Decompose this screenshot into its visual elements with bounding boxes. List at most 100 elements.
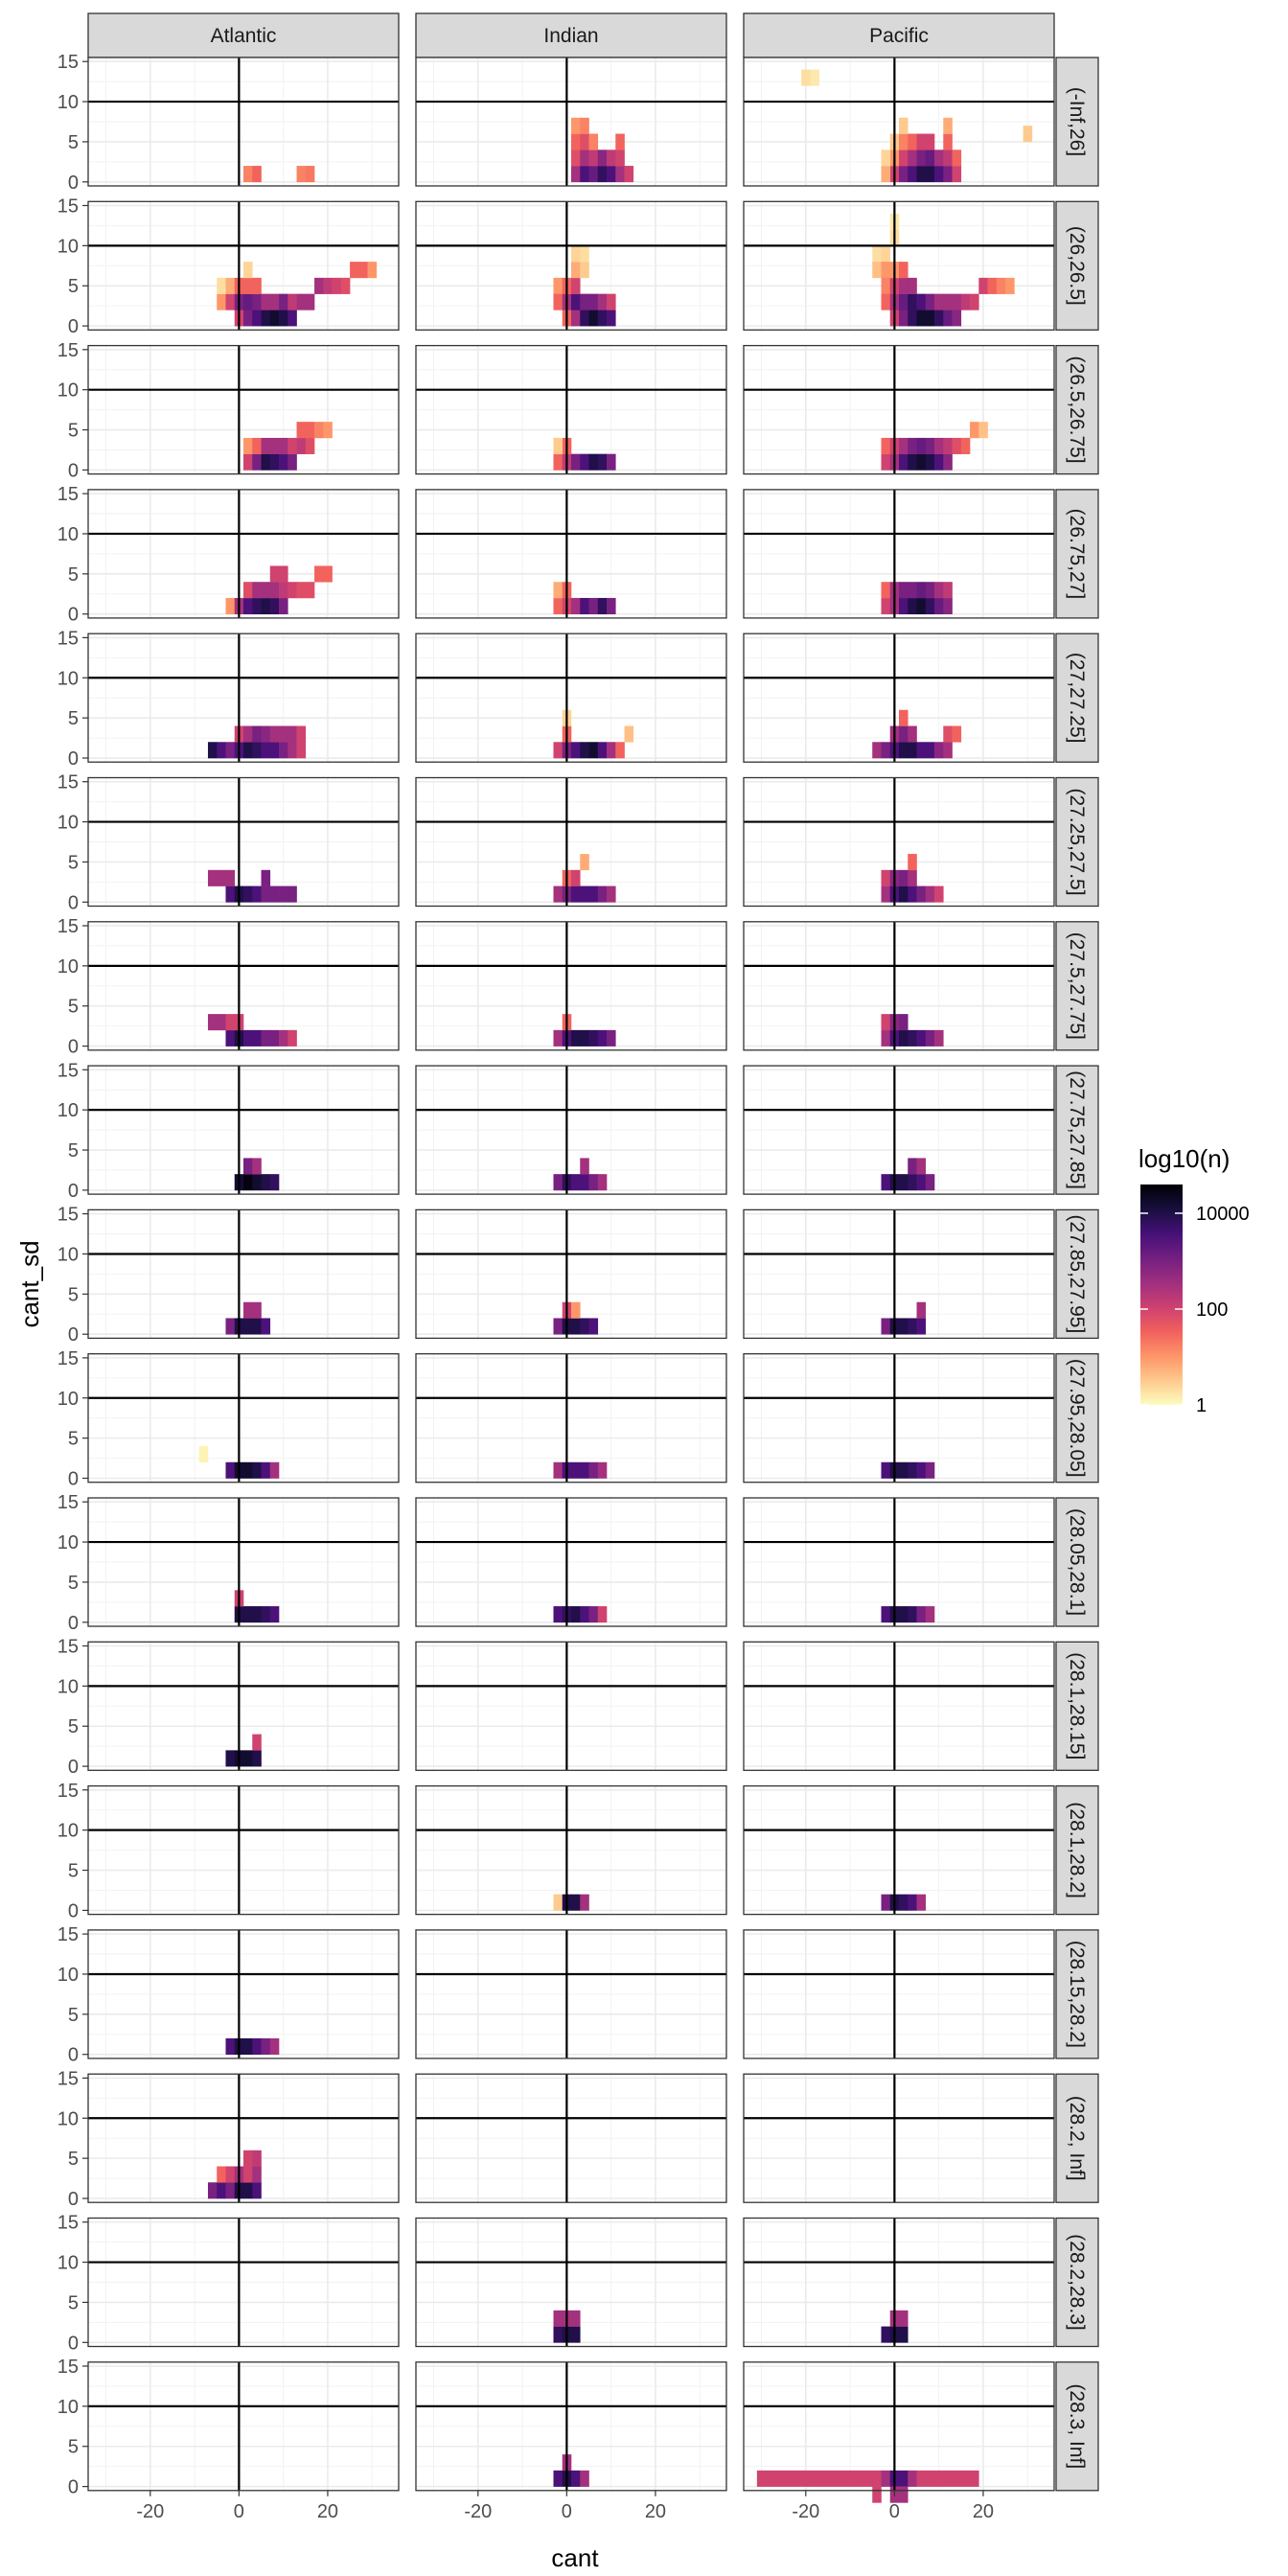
heatmap-cell <box>225 869 236 886</box>
heatmap-cell <box>588 453 599 471</box>
row-strip <box>1055 1353 1099 1484</box>
heatmap-cell <box>827 2470 838 2487</box>
column-strip <box>415 12 727 58</box>
y-tick-label: 15 <box>58 2213 79 2234</box>
panel-border <box>743 1929 1055 2059</box>
y-tick-label: 15 <box>58 1924 79 1945</box>
facet-panel <box>415 632 727 763</box>
facet-panel <box>415 2073 727 2203</box>
panel-border <box>743 1353 1055 1484</box>
y-tick-label: 5 <box>68 1429 79 1450</box>
heatmap-cell <box>269 1606 280 1623</box>
heatmap-cell <box>571 2470 581 2487</box>
heatmap-cell <box>243 886 253 903</box>
column-strips: Atlantic Indian Pacific <box>87 12 1055 58</box>
heatmap-cell <box>571 293 581 310</box>
heatmap-cell <box>881 1174 891 1191</box>
heatmap-cell <box>925 597 935 615</box>
heatmap-cell <box>279 742 288 759</box>
heatmap-cell <box>597 293 608 310</box>
heatmap-cell <box>952 150 962 167</box>
heatmap-cell <box>288 293 297 310</box>
heatmap-cell <box>580 886 589 903</box>
heatmap-cell <box>571 117 581 134</box>
heatmap-cell <box>243 1606 253 1623</box>
heatmap-cell <box>899 725 908 743</box>
heatmap-cell <box>588 1606 599 1623</box>
heatmap-cell <box>225 742 236 759</box>
heatmap-cell <box>916 1174 927 1191</box>
heatmap-cell <box>908 597 917 615</box>
heatmap-cell <box>952 2470 962 2487</box>
heatmap-cell <box>881 582 891 599</box>
heatmap-cell <box>774 2470 784 2487</box>
y-tick-label: 10 <box>58 1965 79 1986</box>
row-strip <box>1055 2217 1099 2348</box>
row-strip-label: (26,26.5] <box>1066 226 1088 306</box>
heatmap-cell <box>305 582 315 599</box>
heatmap-cell <box>607 886 616 903</box>
panel-border <box>87 632 400 763</box>
heatmap-cell <box>881 293 891 310</box>
heatmap-cell <box>580 2470 589 2487</box>
heatmap-cell <box>881 437 891 454</box>
heatmap-cell <box>978 422 988 439</box>
heatmap-cell <box>243 597 253 615</box>
y-tick-label: 0 <box>68 1900 79 1921</box>
heatmap-cell <box>225 1461 236 1479</box>
heatmap-cell <box>288 1029 297 1046</box>
facet-panel <box>87 1065 400 1195</box>
row-strip <box>1055 632 1099 763</box>
facet-panel <box>415 1065 727 1195</box>
heatmap-cell <box>340 277 351 294</box>
panel-border <box>87 1784 400 1916</box>
y-tick-label: 0 <box>68 2045 79 2066</box>
heatmap-cell <box>217 742 226 759</box>
panel-border <box>743 344 1055 475</box>
heatmap-cell <box>908 166 917 183</box>
panel-border <box>743 1784 1055 1916</box>
panel-border <box>87 344 400 475</box>
heatmap-cell <box>908 453 917 471</box>
heatmap-cell <box>217 277 226 294</box>
heatmap-cell <box>217 2166 226 2183</box>
heatmap-cell <box>996 277 1006 294</box>
heatmap-cell <box>243 1301 253 1319</box>
heatmap-cell <box>934 2470 944 2487</box>
x-tick-label: 20 <box>973 2501 994 2522</box>
heatmap-cell <box>899 150 908 167</box>
heatmap-cell <box>279 437 288 454</box>
heatmap-cell <box>580 293 589 310</box>
heatmap-cell <box>350 262 359 279</box>
heatmap-cell <box>296 742 307 759</box>
row-strip <box>1055 344 1099 475</box>
heatmap-cell <box>367 262 378 279</box>
facet-panel <box>743 344 1055 475</box>
heatmap-cell <box>908 133 917 150</box>
heatmap-cell <box>571 1894 581 1911</box>
heatmap-cell <box>899 1174 908 1191</box>
heatmap-cell <box>854 2470 864 2487</box>
heatmap-cell <box>243 2037 253 2056</box>
heatmap-cell <box>916 1301 927 1319</box>
heatmap-cell <box>261 1029 271 1046</box>
y-tick-label: 15 <box>58 1781 79 1802</box>
facet-panel <box>743 921 1055 1051</box>
heatmap-cell <box>881 150 891 167</box>
heatmap-cell <box>571 1461 581 1479</box>
heatmap-cell <box>588 1029 599 1046</box>
facet-panel <box>87 344 400 475</box>
y-tick-label: 10 <box>58 1389 79 1410</box>
y-tick-label: 10 <box>58 1100 79 1121</box>
column-strip <box>743 12 1055 58</box>
heatmap-cell <box>243 1029 253 1046</box>
heatmap-cell <box>571 277 581 294</box>
heatmap-cell <box>225 2182 236 2199</box>
heatmap-cell <box>943 453 953 471</box>
y-tick-label: 5 <box>68 997 79 1018</box>
y-tick-label: 5 <box>68 1140 79 1162</box>
heatmap-cell <box>881 245 891 263</box>
x-tick-label: 0 <box>562 2501 572 2522</box>
x-tick-label: 20 <box>317 2501 338 2522</box>
